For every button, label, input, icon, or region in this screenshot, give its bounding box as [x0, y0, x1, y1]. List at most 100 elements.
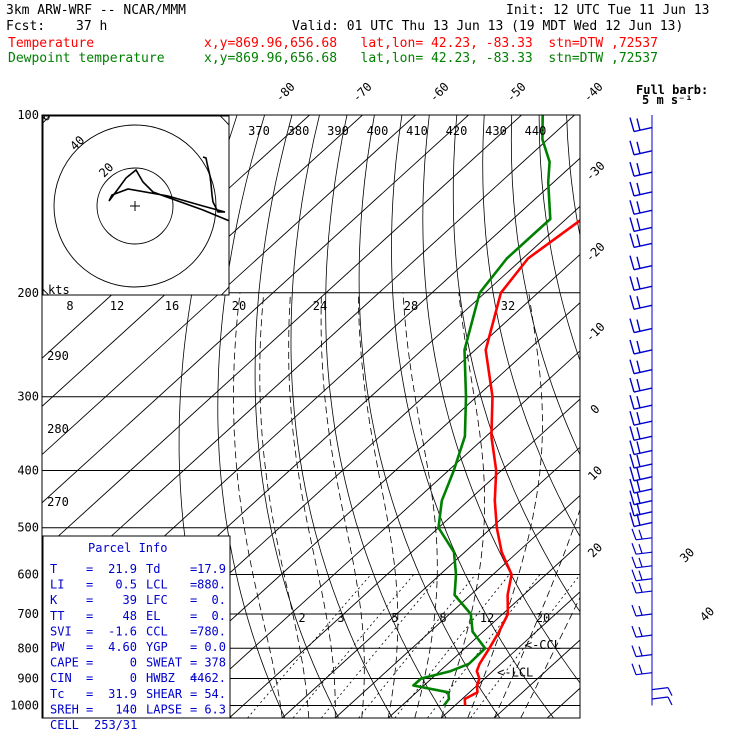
valid-time: Valid: 01 UTC Thu 13 Jun 13 (19 MDT Wed … [292, 19, 684, 34]
moist-adiabat-line [520, 596, 580, 718]
theta-left-label: 280 [47, 422, 69, 436]
isotherm-label: -50 [504, 80, 529, 105]
wind-barb [629, 453, 653, 469]
isotherm-line [281, 446, 580, 718]
dry-adiabat-line [594, 115, 740, 718]
moist-adiabat-line [320, 292, 365, 718]
isotherm-label: -60 [427, 80, 452, 105]
parcel-param-name: SHEAR [146, 687, 183, 701]
parcel-param-value: 0 [130, 656, 137, 670]
isotherm-line [387, 543, 580, 718]
wind-barb [629, 339, 653, 355]
wind-barbs [629, 115, 673, 706]
parcel-param-name: CELL [50, 718, 79, 732]
parcel-param-value: 4.60 [108, 640, 137, 654]
wind-barb [629, 318, 653, 334]
hodograph-speed-unit: kts [48, 283, 70, 297]
isotherm-label: -30 [583, 159, 608, 184]
dry-adiabat-line [391, 115, 554, 718]
wind-barb [631, 663, 653, 676]
speed-tick-label: 24 [313, 299, 327, 313]
speed-tick-label: 20 [232, 299, 246, 313]
parcel-param-name: TT [50, 609, 64, 623]
isotherm-line [42, 115, 469, 504]
wind-barb [629, 117, 653, 133]
parcel-param-value: 0. [212, 609, 226, 623]
forecast-hours: 37 h [76, 19, 108, 34]
parcel-equals-sign: = [86, 656, 93, 670]
pressure-tick-label: 500 [17, 521, 39, 535]
parcel-param-value: 880. [197, 578, 226, 592]
parcel-param-value: 54. [204, 687, 226, 701]
parcel-param-name: Tc [50, 687, 64, 701]
legend-temperature-info: x,y=869.96,656.68 lat,lon= 42.23, -83.33… [204, 36, 658, 51]
parcel-equals-sign: = [190, 702, 197, 716]
parcel-param-name: HWBZ [146, 671, 175, 685]
parcel-equals-sign: = [190, 671, 197, 685]
pressure-tick-label: 200 [17, 286, 39, 300]
isotherm-label: 0 [588, 402, 603, 417]
parcel-info-frame [42, 535, 231, 719]
mixing-ratio-label: 12 [480, 611, 494, 625]
isotherm-line [546, 687, 580, 718]
hodograph-ring-label: 60 [38, 104, 58, 124]
parcel-param-value: 140 [115, 702, 137, 716]
isotherm-line [334, 494, 580, 718]
parcel-info-title: Parcel Info [88, 541, 167, 555]
wind-barb [629, 478, 653, 494]
dry-adiabat-line [482, 115, 580, 538]
speed-tick-label: 32 [501, 299, 515, 313]
dry-adiabat-line [254, 115, 339, 718]
wind-barb [629, 394, 653, 410]
wind-barb [631, 581, 653, 594]
wind-barb [629, 255, 653, 271]
parcel-equals-sign: = [86, 671, 93, 685]
moist-adiabat-line [357, 292, 399, 718]
parcel-param-name: PW [50, 640, 65, 654]
parcel-param-value: 21.9 [108, 562, 137, 576]
wind-barb [651, 687, 673, 696]
theta-label: 430 [485, 124, 507, 138]
parcel-param-name: Td [146, 562, 160, 576]
hodograph-trace [108, 156, 229, 222]
wind-barb [629, 140, 653, 156]
parcel-param-name: T [50, 562, 57, 576]
mixing-ratio-line [320, 574, 441, 718]
parcel-param-value: 378 [204, 656, 226, 670]
barb-key-unit: 5 m s⁻¹ [642, 93, 693, 107]
wind-barb [629, 276, 653, 291]
isotherm-line [440, 591, 580, 718]
wind-barb [631, 604, 653, 617]
wind-barb [629, 410, 653, 426]
wind-barb [629, 162, 653, 177]
dry-adiabat-line [566, 115, 580, 238]
moist-adiabat-line [233, 292, 283, 718]
parcel-equals-sign: = [86, 624, 93, 638]
theta-label: 420 [446, 124, 468, 138]
mixing-ratio-line [247, 574, 372, 718]
isotherm-label: -40 [581, 80, 606, 105]
forecast-label: Fcst: [6, 19, 46, 34]
isotherm-label: -80 [273, 80, 298, 105]
isotherm-line [42, 115, 575, 600]
wind-barb [629, 233, 653, 249]
legend-temperature-name: Temperature [8, 36, 95, 51]
legend-dewpoint-info: x,y=869.96,656.68 lat,lon= 42.23, -83.33… [204, 51, 658, 66]
dry-adiabat-line [510, 115, 580, 456]
hodograph-origin [130, 201, 140, 211]
parcel-equals-sign: = [86, 593, 93, 607]
init-time: Init: 12 UTC Tue 11 Jun 13 [506, 3, 710, 18]
moist-adiabat-line [288, 292, 336, 718]
pressure-tick-label: 1000 [10, 698, 39, 712]
hodograph-ring [53, 124, 217, 288]
parcel-param-value: 780. [197, 624, 226, 638]
parcel-param-value: 0 [130, 671, 137, 685]
speed-tick-label: 12 [110, 299, 124, 313]
parcel-param-value: 253/31 [94, 718, 137, 732]
parcel-param-value: 0. [212, 593, 226, 607]
isotherm-line [42, 115, 363, 408]
parcel-equals-sign: = [190, 687, 197, 701]
parcel-equals-sign: = [86, 609, 93, 623]
dry-adiabat-line [358, 115, 501, 718]
